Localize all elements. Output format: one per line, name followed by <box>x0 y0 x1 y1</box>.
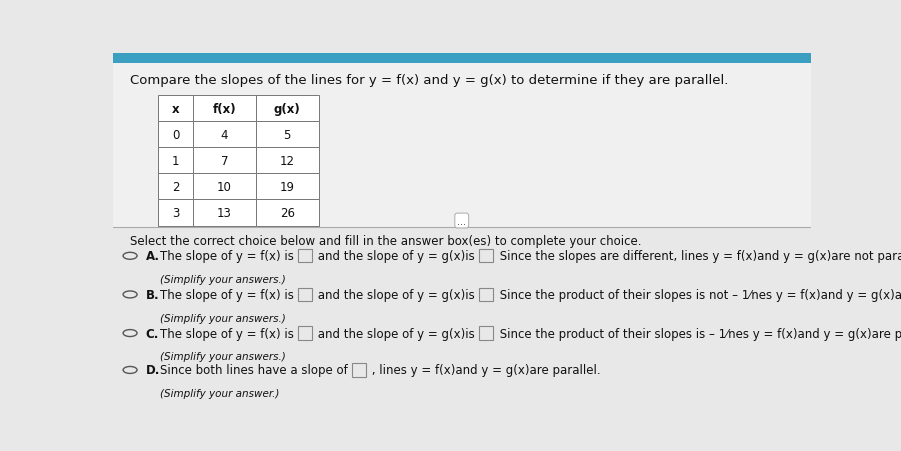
Text: , lines y = f(x)and y = g(x)are parallel.: , lines y = f(x)and y = g(x)are parallel… <box>369 364 601 377</box>
Text: and the slope of y = g(x)is: and the slope of y = g(x)is <box>314 327 479 340</box>
Bar <box>479 288 493 301</box>
Text: and the slope of y = g(x)is: and the slope of y = g(x)is <box>314 250 479 263</box>
Text: Select the correct choice below and fill in the answer box(es) to complete your : Select the correct choice below and fill… <box>130 235 642 248</box>
Bar <box>479 250 493 263</box>
Bar <box>113 54 811 64</box>
Text: 19: 19 <box>279 180 295 193</box>
Bar <box>193 174 256 200</box>
Bar <box>158 96 193 122</box>
Text: 7: 7 <box>221 154 228 167</box>
Text: f(x): f(x) <box>213 102 236 115</box>
Text: Compare the slopes of the lines for y = f(x) and y = g(x) to determine if they a: Compare the slopes of the lines for y = … <box>130 74 728 87</box>
Text: 26: 26 <box>279 207 295 220</box>
Bar <box>256 96 319 122</box>
Text: 1: 1 <box>172 154 179 167</box>
Bar <box>113 64 811 228</box>
Text: (Simplify your answers.): (Simplify your answers.) <box>160 274 286 284</box>
Bar <box>256 122 319 148</box>
Text: Since the product of their slopes is – 1⁄nes y = f(x)and y = g(x)are parallel.: Since the product of their slopes is – 1… <box>496 327 901 340</box>
Text: The slope of y = f(x) is: The slope of y = f(x) is <box>160 250 297 263</box>
Bar <box>351 364 366 377</box>
Text: 3: 3 <box>172 207 179 220</box>
Text: (Simplify your answers.): (Simplify your answers.) <box>160 351 286 361</box>
Bar <box>193 96 256 122</box>
Bar <box>297 250 312 263</box>
Text: g(x): g(x) <box>274 102 301 115</box>
Text: The slope of y = f(x) is: The slope of y = f(x) is <box>160 327 297 340</box>
Text: The slope of y = f(x) is: The slope of y = f(x) is <box>160 288 297 301</box>
Text: 0: 0 <box>172 129 179 141</box>
Bar <box>158 174 193 200</box>
Bar <box>158 122 193 148</box>
Text: and the slope of y = g(x)is: and the slope of y = g(x)is <box>314 288 479 301</box>
Text: (Simplify your answer.): (Simplify your answer.) <box>160 388 279 398</box>
Text: A.: A. <box>145 250 159 263</box>
Bar <box>256 148 319 174</box>
Text: D.: D. <box>145 364 159 377</box>
Bar <box>297 288 312 301</box>
Text: 12: 12 <box>279 154 295 167</box>
Bar <box>113 228 811 401</box>
Text: C.: C. <box>145 327 159 340</box>
Bar <box>158 200 193 226</box>
Text: 13: 13 <box>217 207 232 220</box>
Bar <box>158 148 193 174</box>
Text: Since the product of their slopes is not – 1⁄nes y = f(x)and y = g(x)are not par: Since the product of their slopes is not… <box>496 288 901 301</box>
Bar <box>256 174 319 200</box>
Bar <box>256 200 319 226</box>
Bar <box>193 200 256 226</box>
Text: Since both lines have a slope of: Since both lines have a slope of <box>160 364 351 377</box>
Bar <box>193 148 256 174</box>
Bar <box>479 327 493 340</box>
Text: ...: ... <box>458 216 466 226</box>
Text: 2: 2 <box>172 180 179 193</box>
Text: Since the slopes are different, lines y = f(x)and y = g(x)are not parallel.: Since the slopes are different, lines y … <box>496 250 901 263</box>
Text: (Simplify your answers.): (Simplify your answers.) <box>160 313 286 323</box>
Text: B.: B. <box>145 288 159 301</box>
Text: 10: 10 <box>217 180 232 193</box>
Text: x: x <box>172 102 179 115</box>
Bar <box>193 122 256 148</box>
Text: 5: 5 <box>284 129 291 141</box>
Bar <box>297 327 312 340</box>
Text: 4: 4 <box>221 129 228 141</box>
